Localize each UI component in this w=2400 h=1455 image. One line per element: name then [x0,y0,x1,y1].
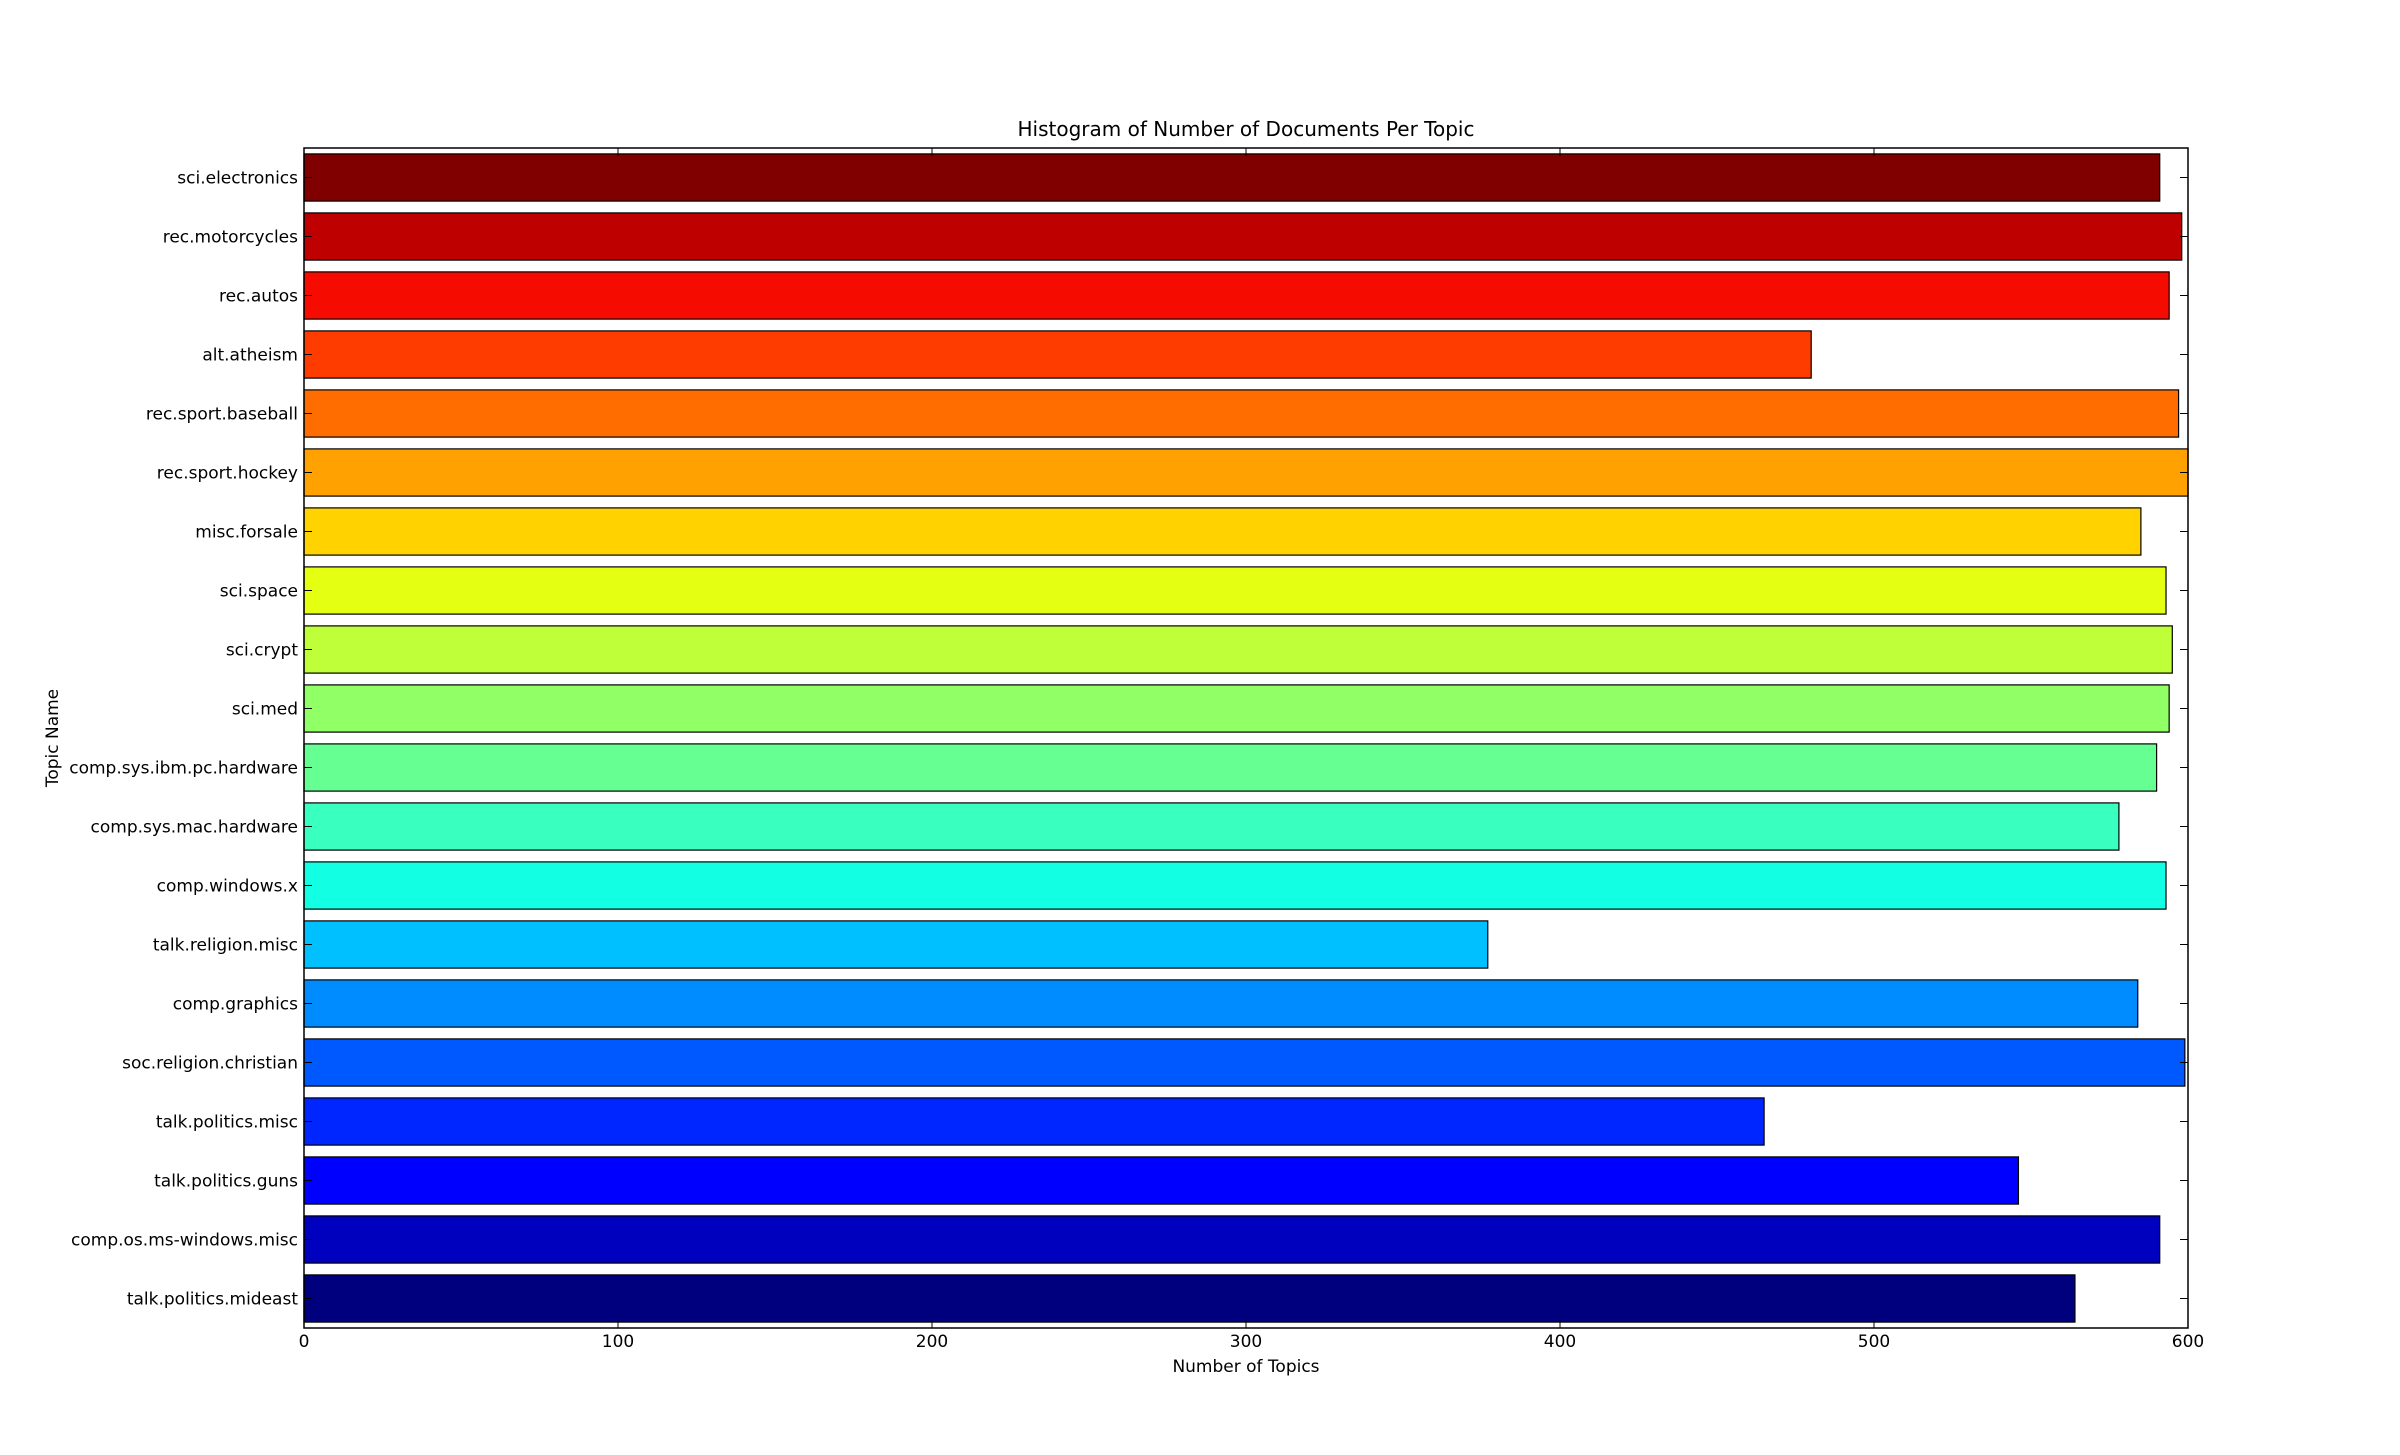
y-tick-label: talk.politics.guns [154,1172,298,1192]
bar [303,1274,2076,1323]
x-tick-label: 600 [2172,1332,2204,1352]
bar [303,212,2183,261]
bar [303,566,2167,615]
bar [303,802,2120,851]
bar [303,1156,2020,1205]
y-axis-label: Topic Name [43,689,63,788]
y-tick-label: talk.religion.misc [153,936,298,956]
x-tick-label: 500 [1858,1332,1890,1352]
y-tick-label: comp.sys.mac.hardware [91,818,298,838]
y-tick-label: rec.sport.hockey [157,464,298,484]
y-tick-label: sci.crypt [226,641,299,661]
bar [303,271,2170,320]
y-tick-label: sci.electronics [177,169,298,189]
bar [303,743,2158,792]
bar [303,448,2189,497]
bar [303,507,2142,556]
x-tick-label: 300 [1230,1332,1262,1352]
x-axis-label: Number of Topics [1172,1357,1319,1377]
bar [303,389,2180,438]
y-tick-label: comp.windows.x [157,877,298,897]
y-tick-label: alt.atheism [202,346,298,366]
plot-frame [303,147,2189,1329]
x-tick-label: 200 [916,1332,948,1352]
y-tick-label: talk.politics.mideast [127,1290,298,1310]
bar [303,920,1489,969]
y-tick-label: rec.motorcycles [163,228,298,248]
bar [303,1097,1765,1146]
y-tick-label: sci.med [232,700,298,720]
bar [303,1038,2186,1087]
x-tick-label: 0 [299,1332,310,1352]
bar [303,625,2173,674]
y-ticks-group: sci.electronics rec.motorcycles rec.autos a… [69,169,2188,1310]
y-tick-label: sci.space [220,582,298,602]
bar [303,1215,2161,1264]
y-tick-label: misc.forsale [195,523,298,543]
bars-group [303,153,2189,1323]
bar [303,330,1812,379]
y-tick-label: comp.graphics [173,995,298,1015]
y-tick-label: soc.religion.christian [122,1054,298,1074]
bar [303,684,2170,733]
y-tick-label: comp.sys.ibm.pc.hardware [69,759,298,779]
y-tick-label: talk.politics.misc [156,1113,298,1133]
y-tick-label: comp.os.ms-windows.misc [71,1231,298,1251]
bar [303,861,2167,910]
bar [303,153,2161,202]
chart-title: Histogram of Number of Documents Per Top… [1017,117,1474,141]
y-tick-label: rec.sport.baseball [146,405,298,425]
x-tick-label: 400 [1544,1332,1576,1352]
y-tick-label: rec.autos [219,287,298,307]
bar [303,979,2139,1028]
x-tick-label: 100 [602,1332,634,1352]
